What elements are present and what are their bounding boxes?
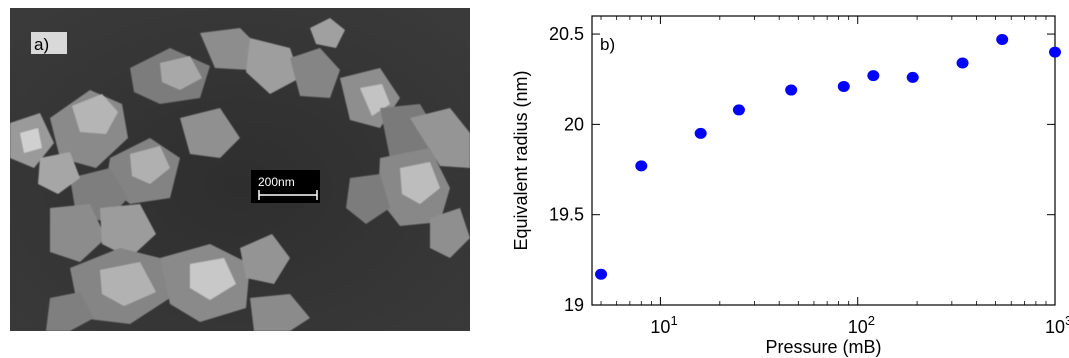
scale-bar-label: 200nm xyxy=(258,175,295,189)
data-point xyxy=(785,84,798,96)
sem-panel-label: a) xyxy=(34,35,49,54)
data-point xyxy=(956,57,969,69)
sem-label-box xyxy=(31,32,67,54)
y-tick-label: 20 xyxy=(564,114,584,134)
y-tick-label: 20.5 xyxy=(549,24,584,44)
y-tick-label: 19.5 xyxy=(549,205,584,225)
data-point xyxy=(867,70,880,82)
data-point xyxy=(1049,46,1061,58)
x-tick-label: 102 xyxy=(848,313,875,337)
plot-frame xyxy=(591,15,1056,306)
x-axis-title: Pressure (mB) xyxy=(765,337,881,357)
sem-particles xyxy=(10,18,470,331)
x-tick-label: 103 xyxy=(1045,313,1069,337)
data-point xyxy=(996,33,1009,45)
y-axis-title: Equivalent radius (nm) xyxy=(511,70,531,250)
chart-panel-label: b) xyxy=(600,35,615,54)
x-tick-label: 101 xyxy=(650,313,677,337)
scatter-chart: 101 102 103 19 19.5 20 20.5 Pressure (mB) Equiva… xyxy=(511,15,1069,357)
data-point xyxy=(732,104,745,116)
y-tick-label: 19 xyxy=(564,295,584,315)
data-point xyxy=(635,160,648,172)
scale-bar: 200nm xyxy=(251,170,320,203)
data-point xyxy=(595,268,608,280)
data-point xyxy=(906,71,919,83)
data-point xyxy=(694,127,707,139)
sem-micrograph: a) 200nm xyxy=(10,8,470,331)
data-point xyxy=(837,80,850,92)
